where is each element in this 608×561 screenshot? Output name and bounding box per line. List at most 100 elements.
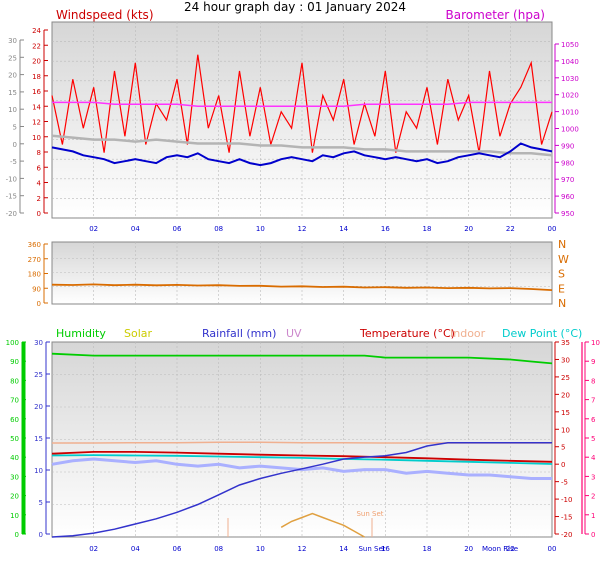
rainfall-tick-label: 30 bbox=[34, 339, 43, 347]
windspeed-legend: Windspeed (kts) bbox=[56, 8, 154, 22]
barometer-tick-label: 1020 bbox=[561, 92, 579, 100]
uv-tick-label: 1 bbox=[591, 512, 595, 520]
windspeed-tick-label: 2 bbox=[37, 195, 41, 203]
windspeed-tick-label: 14 bbox=[32, 103, 41, 111]
humidity-tick-label: 90 bbox=[10, 358, 19, 366]
barometer-tick-label: 1030 bbox=[561, 75, 579, 83]
barometer-tick-label: 1010 bbox=[561, 109, 579, 117]
outer-left-tick-label: 25 bbox=[8, 54, 17, 62]
rainfall-tick-label: 10 bbox=[34, 467, 43, 475]
humidity-tick-label: 40 bbox=[10, 454, 19, 462]
temperature-tick-label: 35 bbox=[561, 339, 570, 347]
rainfall-tick-label: 0 bbox=[39, 531, 43, 539]
humidity-tick-label: 10 bbox=[10, 512, 19, 520]
humidity-line bbox=[51, 352, 553, 365]
barometer-tick-label: 1000 bbox=[561, 126, 579, 134]
hour-tick-label: 14 bbox=[339, 545, 348, 553]
temperature-tick-label: 0 bbox=[561, 461, 565, 469]
outer-left-tick-label: -10 bbox=[6, 175, 17, 183]
compass-tick-label: S bbox=[558, 268, 565, 281]
hour-tick-label: 00 bbox=[548, 225, 557, 233]
uv-tick-label: 6 bbox=[591, 416, 596, 424]
compass-tick-label: W bbox=[558, 253, 569, 266]
compass-tick-label: N bbox=[558, 297, 566, 310]
barometer-tick-label: 980 bbox=[561, 159, 574, 167]
barometer-tick-label: 970 bbox=[561, 176, 574, 184]
hour-tick-label: 18 bbox=[423, 545, 432, 553]
sun-set-annotation: Sun Set bbox=[356, 510, 383, 518]
uv-tick-label: 0 bbox=[591, 531, 595, 539]
direction-degrees-tick-label: 270 bbox=[28, 256, 41, 264]
hour-tick-label: 10 bbox=[256, 225, 265, 233]
uv-tick-label: 10 bbox=[591, 339, 600, 347]
compass-tick-label: E bbox=[558, 282, 565, 295]
temperature-tick-label: 25 bbox=[561, 374, 570, 382]
hour-tick-label: 00 bbox=[548, 545, 557, 553]
rainfall-line bbox=[51, 442, 552, 538]
legend-entry: Indoor bbox=[450, 327, 486, 340]
uv-tick-label: 9 bbox=[591, 358, 595, 366]
rainfall-tick-label: 5 bbox=[39, 499, 43, 507]
temperature-tick-label: -5 bbox=[561, 479, 568, 487]
windspeed-tick-label: 16 bbox=[32, 88, 41, 96]
uv-tick-label: 5 bbox=[591, 435, 595, 443]
humidity-tick-label: 0 bbox=[15, 531, 19, 539]
temperature-tick-label: -20 bbox=[561, 531, 572, 539]
outer-left-tick-label: 10 bbox=[8, 106, 17, 114]
hour-tick-label: 04 bbox=[131, 225, 140, 233]
humidity-tick-label: 30 bbox=[10, 473, 19, 481]
direction-degrees-tick-label: 360 bbox=[28, 241, 41, 249]
hour-tick-label: 02 bbox=[89, 225, 98, 233]
hour-tick-label: 12 bbox=[298, 225, 307, 233]
outer-left-tick-label: 30 bbox=[8, 37, 17, 45]
rainfall-tick-label: 20 bbox=[34, 403, 43, 411]
outer-left-tick-label: 15 bbox=[8, 89, 17, 97]
outer-left-tick-label: -20 bbox=[6, 210, 17, 218]
wind-baro-panel: 302520151050-5-10-15-2024222018161412108… bbox=[6, 8, 579, 233]
temperature-tick-label: 20 bbox=[561, 391, 570, 399]
legend-entry: Temperature (°C) bbox=[359, 327, 455, 340]
grey-series-line bbox=[51, 134, 553, 157]
legend-entry: Humidity bbox=[56, 327, 106, 340]
barometer-legend: Barometer (hpa) bbox=[446, 8, 545, 22]
graph-title: 24 hour graph day : 01 January 2024 bbox=[184, 0, 406, 14]
uv-tick-label: 3 bbox=[591, 473, 595, 481]
humidity-tick-label: 50 bbox=[10, 435, 19, 443]
hour-tick-label: 06 bbox=[173, 545, 182, 553]
barometer-tick-label: 990 bbox=[561, 142, 574, 150]
temperature-tick-label: 15 bbox=[561, 409, 570, 417]
solar-line bbox=[280, 512, 365, 538]
hour-tick-label: 08 bbox=[214, 545, 223, 553]
outer-left-tick-label: -15 bbox=[6, 193, 17, 201]
temperature-tick-label: 30 bbox=[561, 356, 570, 364]
humidity-tick-label: 70 bbox=[10, 397, 19, 405]
humidity-tick-label: 20 bbox=[10, 493, 19, 501]
temperature-tick-label: 5 bbox=[561, 444, 565, 452]
temperature-line bbox=[51, 450, 553, 463]
windspeed-tick-label: 12 bbox=[32, 119, 41, 127]
lavender-series-line bbox=[51, 457, 552, 480]
legend-entry: Rainfall (mm) bbox=[202, 327, 276, 340]
barometer-line bbox=[52, 101, 552, 108]
humidity-tick-label: 60 bbox=[10, 416, 19, 424]
outer-left-tick-label: 5 bbox=[13, 124, 17, 132]
outer-left-tick-label: 0 bbox=[13, 141, 17, 149]
direction-degrees-tick-label: 180 bbox=[28, 271, 41, 279]
temperature-tick-label: 10 bbox=[561, 426, 570, 434]
hour-tick-label: 22 bbox=[506, 545, 515, 553]
barometer-tick-label: 960 bbox=[561, 193, 574, 201]
compass-tick-label: N bbox=[558, 238, 566, 251]
windspeed-tick-label: 20 bbox=[32, 58, 41, 66]
windspeed-tick-label: 10 bbox=[32, 134, 41, 142]
hour-tick-label: 04 bbox=[131, 545, 140, 553]
hour-tick-label: 16 bbox=[381, 225, 390, 233]
uv-tick-label: 7 bbox=[591, 397, 595, 405]
windspeed-tick-label: 18 bbox=[32, 73, 41, 81]
hour-tick-label: 20 bbox=[464, 545, 473, 553]
blue-series-line bbox=[51, 142, 553, 167]
humidity-tick-label: 100 bbox=[6, 339, 19, 347]
uv-tick-label: 4 bbox=[591, 454, 596, 462]
